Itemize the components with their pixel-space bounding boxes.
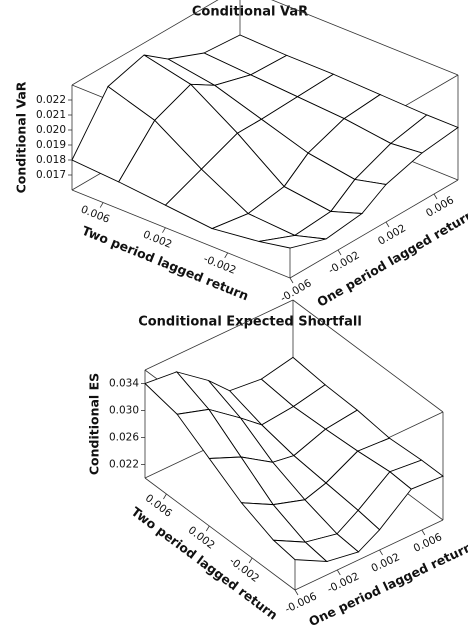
x-tick: [205, 525, 210, 532]
x-tick: [163, 493, 167, 500]
x-tick: [248, 557, 253, 564]
box-edge: [71, 0, 219, 86]
box-edge: [289, 179, 459, 279]
z-tick-label: 0.022: [109, 459, 139, 471]
chart-title: Conditional Expected Shortfall: [138, 315, 362, 330]
z-axis-label: Conditional VaR: [14, 81, 29, 193]
chart-title: Conditional VaR: [192, 5, 308, 20]
x-tick: [224, 252, 229, 259]
y-tick-label: -0.006: [278, 277, 314, 305]
y-tick: [294, 589, 299, 596]
surface-cell: [258, 234, 327, 249]
x-tick: [99, 202, 104, 208]
box-edge: [292, 299, 444, 413]
box-edge: [71, 189, 291, 279]
y-tick: [336, 569, 341, 576]
box-edge: [144, 477, 296, 591]
z-tick-label: 0.019: [36, 139, 66, 151]
box-edge: [294, 519, 444, 591]
box-edge: [271, 0, 459, 76]
y-tick: [337, 249, 342, 256]
x-tick: [162, 227, 166, 233]
z-tick-label: 0.020: [36, 124, 66, 136]
z-tick-label: 0.017: [36, 169, 66, 181]
z-tick-label: 0.022: [36, 94, 66, 106]
y-tick: [433, 193, 438, 200]
z-tick-label: 0.034: [109, 378, 139, 390]
x-tick-label: 0.006: [79, 203, 112, 225]
z-tick-label: 0.021: [36, 109, 66, 121]
z-tick-label: 0.026: [109, 432, 139, 444]
y-tick: [385, 221, 390, 228]
z-tick-label: 0.018: [36, 154, 66, 166]
z-axis-label: Conditional ES: [87, 373, 102, 475]
box-edge: [144, 299, 294, 371]
y-tick: [421, 529, 426, 536]
z-tick-label: 0.030: [109, 405, 139, 417]
y-tick: [379, 549, 383, 556]
y-tick-label: 0.002: [369, 551, 401, 575]
y-tick-label: 0.006: [412, 531, 445, 555]
y-tick: [289, 277, 294, 284]
surface-cell: [272, 539, 328, 563]
